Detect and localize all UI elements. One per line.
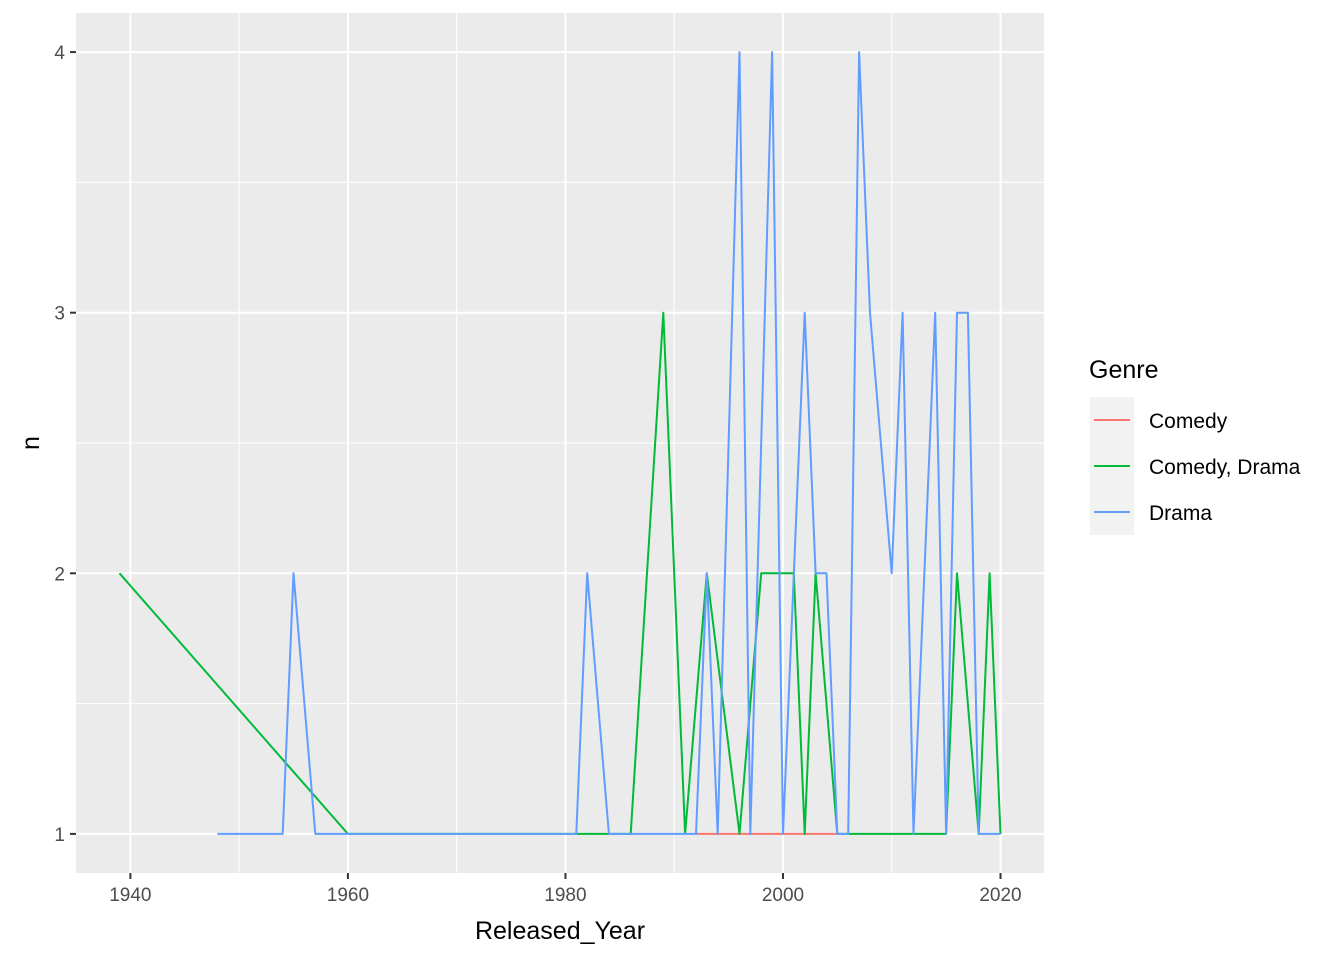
y-tick-label: 1: [54, 825, 65, 846]
minor-gridlines: [76, 13, 1044, 873]
series-line-drama: [217, 51, 1001, 835]
y-axis-ticks: [70, 51, 76, 835]
series-lines: [118, 51, 1002, 835]
y-tick-label: 4: [54, 43, 65, 64]
legend-title: Genre: [1089, 356, 1158, 384]
x-tick-label: 2000: [762, 885, 804, 906]
legend-label-drama: Drama: [1149, 502, 1212, 525]
y-axis-tick-labels: 1 2 3 4: [54, 43, 65, 846]
major-gridlines: [76, 13, 1044, 873]
legend-items: Comedy Comedy, Drama Drama: [1090, 397, 1301, 535]
x-tick-label: 1980: [544, 885, 586, 906]
legend-label-comedy: Comedy: [1149, 410, 1228, 433]
x-axis-tick-labels: 1940 1960 1980 2000 2020: [109, 885, 1021, 906]
x-tick-label: 1940: [109, 885, 151, 906]
y-axis-title: n: [17, 436, 45, 450]
x-axis-title: Released_Year: [475, 917, 645, 945]
y-tick-label: 2: [54, 564, 65, 585]
x-axis-ticks: [129, 873, 1002, 879]
legend: Genre Comedy Comedy, Drama Drama: [1089, 356, 1301, 535]
legend-label-comedy-drama: Comedy, Drama: [1149, 456, 1301, 479]
y-tick-label: 3: [54, 304, 65, 325]
x-tick-label: 1960: [327, 885, 369, 906]
x-tick-label: 2020: [979, 885, 1021, 906]
